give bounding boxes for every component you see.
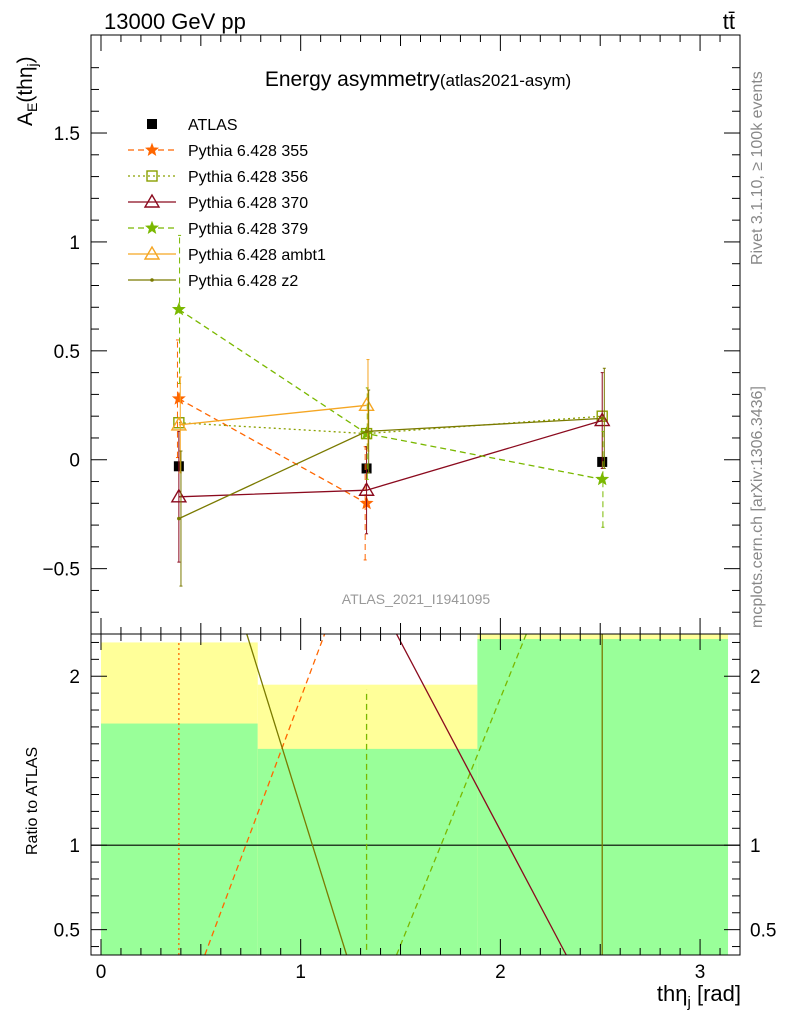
data-point — [171, 302, 186, 316]
ratio-line — [204, 633, 326, 956]
series-line — [178, 419, 603, 498]
legend-marker — [150, 278, 154, 282]
series-line — [178, 308, 603, 480]
series-6 — [177, 367, 606, 587]
legend-label: ATLAS — [188, 117, 238, 134]
data-point — [595, 471, 610, 486]
mcplots-site-label: mcplots.cern.ch [arXiv:1306.3436] — [749, 386, 766, 628]
main-y-tick-label: 1.5 — [54, 124, 80, 145]
ratio-band-green — [257, 748, 478, 955]
ratio-line — [395, 633, 567, 956]
ratio-y-tick-label: 0.5 — [54, 921, 80, 942]
data-point — [364, 429, 369, 434]
ratio-y-tick-label-right: 1 — [750, 836, 761, 857]
data-point — [177, 516, 181, 521]
data-point — [170, 416, 188, 431]
main-title-suffix: (atlas2021-asym) — [440, 71, 571, 90]
ratio-y-tick-label: 2 — [69, 667, 80, 688]
ratio-frame — [90, 633, 741, 956]
legend-label: Pythia 6.428 355 — [188, 143, 308, 160]
data-point — [358, 481, 375, 496]
legend-entry: Pythia 6.428 370 — [128, 193, 308, 212]
legend-entry: Pythia 6.428 ambt1 — [128, 245, 326, 264]
data-point — [358, 396, 375, 411]
x-axis-label: thηj [rad] — [657, 981, 741, 1011]
ratio-ticks: 0.5 0.5 1 1 2 2 0 1 2 3 — [54, 634, 776, 983]
x-tick-label: 3 — [695, 962, 706, 983]
main-y-tick-label: 0.5 — [54, 342, 80, 363]
series-0 — [173, 456, 608, 474]
ratio-y-tick-label-right: 0.5 — [750, 921, 776, 942]
main-y-tick-label: −0.5 — [42, 560, 80, 581]
data-point — [593, 412, 611, 427]
series-line — [178, 404, 367, 426]
legend-entry: Pythia 6.428 356 — [128, 169, 308, 186]
legend-label: Pythia 6.428 356 — [188, 169, 308, 186]
legend-entry: ATLAS — [147, 117, 238, 134]
process-label: tt̄ — [723, 9, 735, 34]
legend-marker — [145, 220, 159, 234]
series-4 — [171, 234, 610, 528]
series-3 — [170, 372, 611, 563]
data-point — [171, 391, 186, 405]
main-y-axis-label: AE(thηj) — [14, 56, 40, 126]
data-point — [170, 488, 188, 503]
legend-entry: Pythia 6.428 379 — [128, 220, 308, 238]
main-title: Energy asymmetry(atlas2021-asym) — [265, 68, 571, 91]
x-tick-label: 1 — [295, 962, 306, 983]
ratio-line — [246, 633, 348, 956]
series-2 — [173, 410, 608, 440]
legend: ATLAS Pythia 6.428 355 Pythia 6.428 356 Pyt… — [128, 117, 326, 290]
x-tick-label: 2 — [495, 962, 506, 983]
legend-label: Pythia 6.428 370 — [188, 195, 308, 212]
ratio-y-tick-label: 1 — [69, 836, 80, 857]
main-y-tick-label: 0 — [69, 451, 80, 472]
legend-marker — [146, 170, 158, 182]
energy-label: 13000 GeV pp — [104, 9, 246, 34]
legend-entry: Pythia 6.428 z2 — [128, 273, 298, 290]
series-1 — [171, 339, 374, 561]
main-panel: −0.5 0 0.5 1 1.5 Energy asymmetry(atlas2021-… — [14, 34, 741, 635]
x-tick-label: 0 — [96, 962, 107, 983]
legend-entry: Pythia 6.428 355 — [128, 142, 308, 160]
legend-marker — [145, 142, 159, 156]
ratio-lines-layer — [178, 633, 603, 956]
series-line — [178, 415, 603, 435]
legend-marker — [143, 245, 161, 260]
main-title-text: Energy asymmetry — [265, 68, 441, 91]
legend-marker — [147, 119, 157, 129]
main-series-layer — [170, 234, 611, 587]
data-point — [600, 416, 605, 421]
main-y-tick-label: 1 — [69, 233, 80, 254]
legend-label: Pythia 6.428 ambt1 — [188, 247, 326, 264]
legend-label: Pythia 6.428 379 — [188, 221, 308, 238]
series-line — [178, 398, 367, 504]
rivet-version-label: Rivet 3.1.10, ≥ 100k events — [749, 71, 766, 265]
main-ticks: −0.5 0 0.5 1 1.5 — [42, 35, 740, 634]
legend-label: Pythia 6.428 z2 — [188, 273, 298, 290]
watermark-label: ATLAS_2021_I1941095 — [342, 591, 491, 607]
ratio-line — [395, 633, 527, 956]
series-5 — [170, 359, 375, 474]
ratio-y-axis-label: Ratio to ATLAS — [24, 747, 41, 855]
legend-marker — [143, 193, 161, 208]
ratio-panel: 0.5 0.5 1 1 2 2 0 1 2 3 Ratio to ATLAS thηj [rad] — [24, 633, 776, 1011]
ratio-y-tick-label-right: 2 — [750, 667, 761, 688]
